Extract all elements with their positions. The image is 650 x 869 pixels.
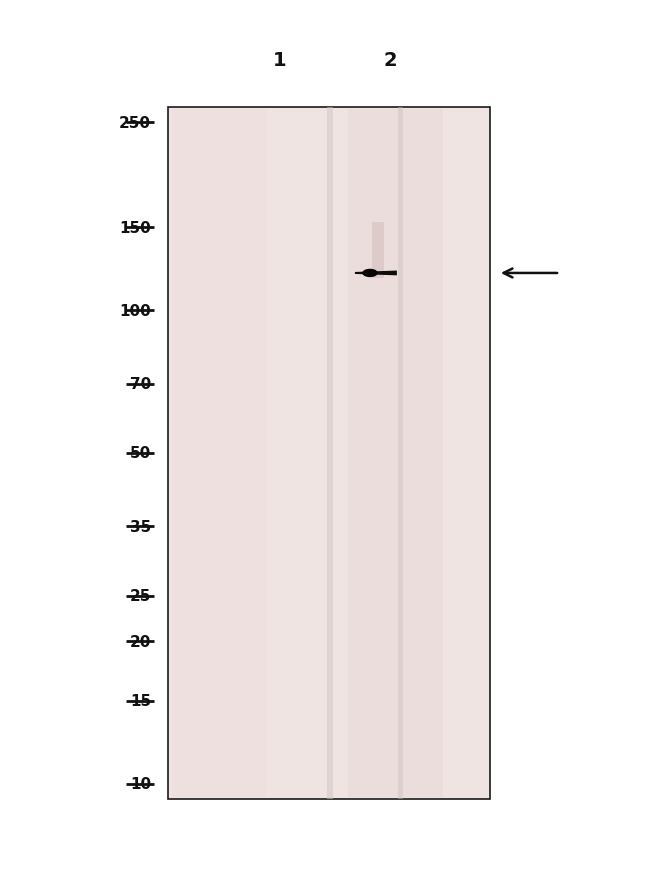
Text: 1: 1 bbox=[273, 50, 287, 70]
Text: 150: 150 bbox=[119, 221, 151, 235]
Bar bbox=[168, 108, 490, 799]
Bar bbox=[398, 108, 403, 799]
Ellipse shape bbox=[363, 270, 377, 277]
Bar bbox=[348, 109, 443, 797]
Text: 50: 50 bbox=[130, 446, 151, 461]
Polygon shape bbox=[355, 271, 397, 276]
Text: 100: 100 bbox=[119, 303, 151, 319]
Text: 2: 2 bbox=[384, 50, 396, 70]
Text: 250: 250 bbox=[119, 116, 151, 130]
Text: 25: 25 bbox=[129, 588, 151, 603]
Text: 20: 20 bbox=[129, 634, 151, 649]
Bar bbox=[172, 109, 267, 797]
Bar bbox=[327, 108, 333, 799]
Bar bbox=[372, 222, 384, 279]
Text: 10: 10 bbox=[130, 777, 151, 792]
Text: 35: 35 bbox=[130, 520, 151, 534]
Text: 15: 15 bbox=[130, 693, 151, 708]
Text: 70: 70 bbox=[130, 377, 151, 392]
